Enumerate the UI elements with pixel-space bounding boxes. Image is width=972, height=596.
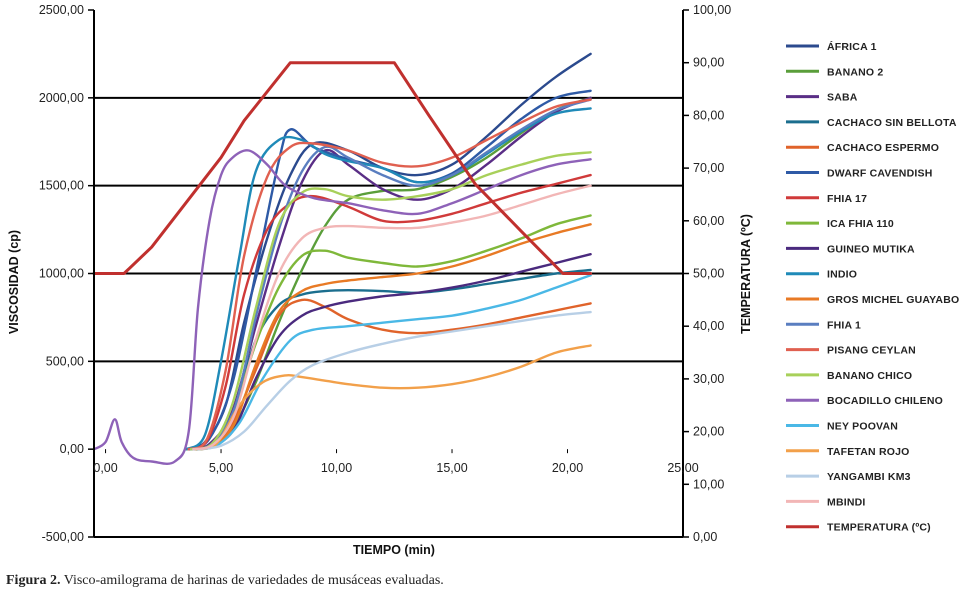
y-tick-label: 1500,00 <box>39 179 84 193</box>
series-line-temperatura-c <box>92 61 593 275</box>
caption-text: Visco-amilograma de harinas de variedade… <box>63 573 444 588</box>
y2-tick-label: 20,00 <box>693 425 724 439</box>
y2-tick-label: 50,00 <box>693 267 724 281</box>
y2-tick-label: 90,00 <box>693 56 724 70</box>
y2-tick-label: 70,00 <box>693 161 724 175</box>
y2-tick-label: 60,00 <box>693 214 724 228</box>
legend-label: SABA <box>827 92 858 104</box>
y2-tick-label: 0,00 <box>693 530 717 544</box>
legend-label: TAFETAN ROJO <box>827 446 910 458</box>
y-tick-label: 1000,00 <box>39 267 84 281</box>
legend-label: ICA FHIA 110 <box>827 218 894 230</box>
legend-label: INDIO <box>827 269 857 281</box>
figure-caption: Figura 2. Visco-amilograma de harinas de… <box>6 573 444 589</box>
legend-label: CACHACO SIN BELLOTA <box>827 117 957 129</box>
legend-label: BANANO CHICO <box>827 370 912 382</box>
series-line-guineo-mutika <box>192 253 592 451</box>
legend: ÁFRICA 1 BANANO 2 SABA CACHACO SIN BELLOTA C… <box>786 40 959 534</box>
chart: 2500,00 2000,00 1500,00 1000,00 500,00 0,00 -5… <box>7 3 959 557</box>
legend-label: GROS MICHEL GUAYABO <box>827 294 959 306</box>
legend-label: FHIA 1 <box>827 319 861 331</box>
y-tick-label: -500,00 <box>42 530 84 544</box>
y2-tick-label: 30,00 <box>693 372 724 386</box>
series-line-fhia-1 <box>189 98 592 451</box>
y-axis-title: VISCOSIDAD (cp) <box>7 230 21 334</box>
legend-label: YANGAMBI KM3 <box>827 471 911 483</box>
series-line-mbindi <box>192 184 592 451</box>
x-tick-label: 0,00 <box>93 461 117 475</box>
legend-label: FHIA 17 <box>827 193 867 205</box>
x-tick-label: 15,00 <box>436 461 467 475</box>
series-line-tafetan-rojo <box>194 344 592 451</box>
x-tick-label: 25,00 <box>667 461 698 475</box>
x-axis-ticks: 0,00 5,00 10,00 15,00 20,00 25,00 <box>93 449 699 475</box>
series-line-banano-chico <box>189 151 592 451</box>
legend-label: PISANG CEYLAN <box>827 345 916 357</box>
y-tick-label: 2500,00 <box>39 3 84 17</box>
y-axis-ticks: 2500,00 2000,00 1500,00 1000,00 500,00 0,00 -5… <box>39 3 94 544</box>
plot-area <box>92 52 593 465</box>
x-tick-label: 20,00 <box>552 461 583 475</box>
legend-label: BOCADILLO CHILENO <box>827 395 943 407</box>
x-tick-label: 10,00 <box>321 461 352 475</box>
series-line-ney-poovan <box>192 274 592 451</box>
series-line-fhia-17 <box>187 173 592 451</box>
legend-label: GUINEO MUTIKA <box>827 243 915 255</box>
series-line-indio <box>185 107 592 451</box>
x-tick-label: 5,00 <box>209 461 233 475</box>
y-tick-label: 2000,00 <box>39 91 84 105</box>
legend-label: CACHACO ESPERMO <box>827 142 939 154</box>
y-tick-label: 500,00 <box>46 354 84 368</box>
y2-tick-label: 80,00 <box>693 108 724 122</box>
gridlines <box>94 96 683 363</box>
x-axis-title: TIEMPO (min) <box>353 543 435 557</box>
legend-label: BANANO 2 <box>827 66 883 78</box>
series-line-yangambi-km3 <box>196 310 592 451</box>
y2-tick-label: 100,00 <box>693 3 731 17</box>
y2-tick-label: 40,00 <box>693 319 724 333</box>
legend-label: DWARF CAVENDISH <box>827 168 932 180</box>
series-line-pisang-ceylan <box>187 98 592 451</box>
y-tick-label: 0,00 <box>60 442 84 456</box>
legend-label: ÁFRICA 1 <box>827 40 877 53</box>
legend-label: NEY POOVAN <box>827 421 898 433</box>
series-line-bocadillo-chileno <box>92 149 592 465</box>
legend-label: TEMPERATURA (ºC) <box>827 522 931 534</box>
y2-axis-title: TEMPERATURA (ºC) <box>739 214 753 334</box>
y2-tick-label: 10,00 <box>693 477 724 491</box>
series-line-gros-michel-guayabo <box>192 223 592 451</box>
y2-axis-ticks: 100,00 90,00 80,00 70,00 60,00 50,00 40,00 30,0… <box>683 3 731 544</box>
legend-label: MBINDI <box>827 496 866 508</box>
caption-label: Figura 2. <box>6 573 61 588</box>
